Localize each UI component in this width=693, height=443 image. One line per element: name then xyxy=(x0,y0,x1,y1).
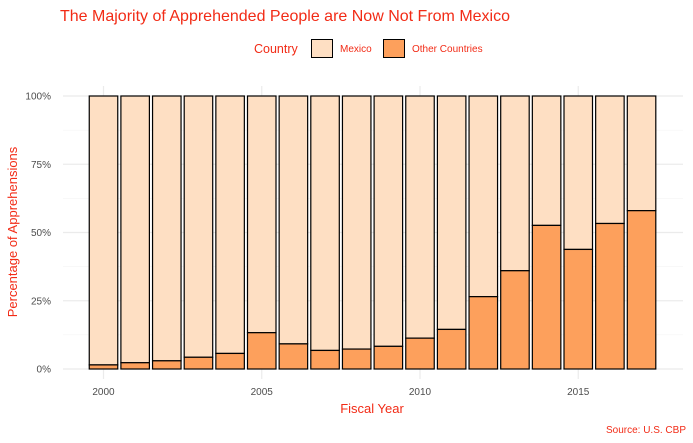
bar-mexico-2011 xyxy=(436,95,467,331)
bar-mexico-2003 xyxy=(183,95,214,358)
bar-other-countries-2015 xyxy=(563,248,594,370)
bar-mexico-2015 xyxy=(563,95,594,251)
bar-mexico-2005 xyxy=(246,95,277,334)
bar-other-countries-2001 xyxy=(120,362,151,370)
bar-other-countries-2006 xyxy=(278,343,309,370)
bar-other-countries-2017 xyxy=(626,210,657,370)
bar-other-countries-2011 xyxy=(436,328,467,370)
bar-other-countries-2010 xyxy=(405,337,435,370)
y-tick-label: 50% xyxy=(31,228,51,239)
bar-mexico-2017 xyxy=(626,95,657,212)
x-tick-label: 2010 xyxy=(409,387,432,398)
bar-other-countries-2000 xyxy=(88,364,119,370)
bar-mexico-2001 xyxy=(120,95,151,364)
x-axis-ticks: 2000 2005 2010 2015 xyxy=(92,387,589,398)
bar-other-countries-2004 xyxy=(215,352,245,370)
bar-mexico-2002 xyxy=(151,95,182,362)
bar-mexico-2014 xyxy=(531,95,562,227)
x-tick-label: 2005 xyxy=(251,387,274,398)
x-tick-label: 2015 xyxy=(567,387,590,398)
bar-other-countries-2014 xyxy=(531,224,562,370)
bar-mexico-2006 xyxy=(278,95,309,345)
chart-title: The Majority of Apprehended People are N… xyxy=(60,8,510,25)
x-tick-label: 2000 xyxy=(92,387,115,398)
legend-label-mexico: Mexico xyxy=(340,44,372,55)
bar-other-countries-2008 xyxy=(341,348,372,370)
bar-other-countries-2005 xyxy=(246,332,277,370)
bar-other-countries-2002 xyxy=(151,360,182,370)
y-tick-label: 100% xyxy=(25,92,51,103)
bar-mexico-2012 xyxy=(468,95,499,298)
source-caption: Source: U.S. CBP xyxy=(606,425,686,436)
y-tick-label: 0% xyxy=(37,365,52,376)
bar-mexico-2007 xyxy=(310,95,340,352)
legend-label-other-countries: Other Countries xyxy=(412,44,483,55)
y-tick-label: 75% xyxy=(31,160,51,171)
legend-swatch-mexico xyxy=(311,39,333,58)
bar-mexico-2013 xyxy=(500,95,530,272)
bars xyxy=(88,95,657,370)
bar-mexico-2010 xyxy=(405,95,435,339)
y-axis-title: Percentage of Apprehensions xyxy=(5,146,20,317)
legend-swatch-other-countries xyxy=(383,39,405,58)
bar-other-countries-2007 xyxy=(310,349,340,370)
bar-other-countries-2016 xyxy=(595,222,625,370)
bar-mexico-2016 xyxy=(595,95,625,225)
y-tick-label: 25% xyxy=(31,296,51,307)
bar-other-countries-2013 xyxy=(500,270,530,370)
bar-mexico-2004 xyxy=(215,95,245,355)
bar-mexico-2000 xyxy=(88,95,119,366)
bar-mexico-2008 xyxy=(341,95,372,350)
bar-other-countries-2009 xyxy=(373,345,404,370)
legend: Country Mexico Other Countries xyxy=(254,39,483,58)
y-axis-ticks: 0% 25% 50% 75% 100% xyxy=(25,92,51,376)
bar-other-countries-2003 xyxy=(183,356,214,370)
legend-title: Country xyxy=(254,42,299,56)
bar-mexico-2009 xyxy=(373,95,404,347)
bar-other-countries-2012 xyxy=(468,296,499,370)
x-axis-title: Fiscal Year xyxy=(340,401,404,416)
